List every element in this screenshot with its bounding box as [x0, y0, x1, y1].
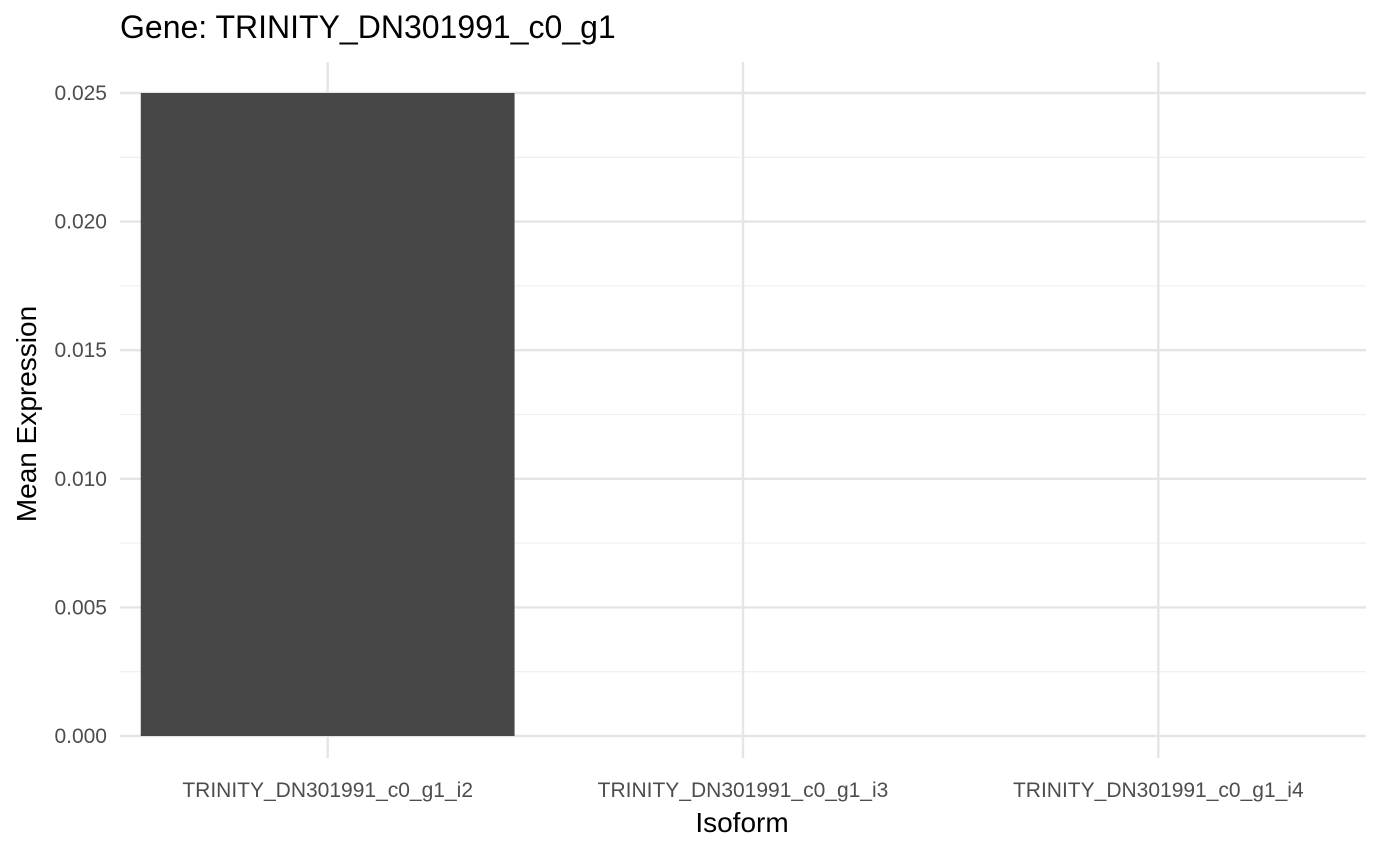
x-axis-tick-labels: TRINITY_DN301991_c0_g1_i2 TRINITY_DN30199… [182, 779, 1304, 802]
x-tick-label: TRINITY_DN301991_c0_g1_i3 [598, 779, 889, 802]
x-tick-label: TRINITY_DN301991_c0_g1_i4 [1013, 779, 1304, 802]
bar [140, 93, 515, 736]
x-tick-label: TRINITY_DN301991_c0_g1_i2 [182, 779, 473, 802]
y-axis-title: Mean Expression [11, 306, 42, 522]
y-axis-tick-labels: 0.000 0.005 0.010 0.015 0.020 0.025 [54, 82, 107, 748]
y-tick-label: 0.005 [54, 596, 107, 619]
x-axis-title: Isoform [695, 807, 788, 838]
y-tick-label: 0.020 [54, 211, 107, 234]
y-tick-label: 0.015 [54, 339, 107, 362]
y-tick-label: 0.000 [54, 725, 107, 748]
chart-title: Gene: TRINITY_DN301991_c0_g1 [120, 9, 616, 45]
y-tick-label: 0.025 [54, 82, 107, 105]
bars [140, 93, 515, 736]
y-tick-label: 0.010 [54, 468, 107, 491]
